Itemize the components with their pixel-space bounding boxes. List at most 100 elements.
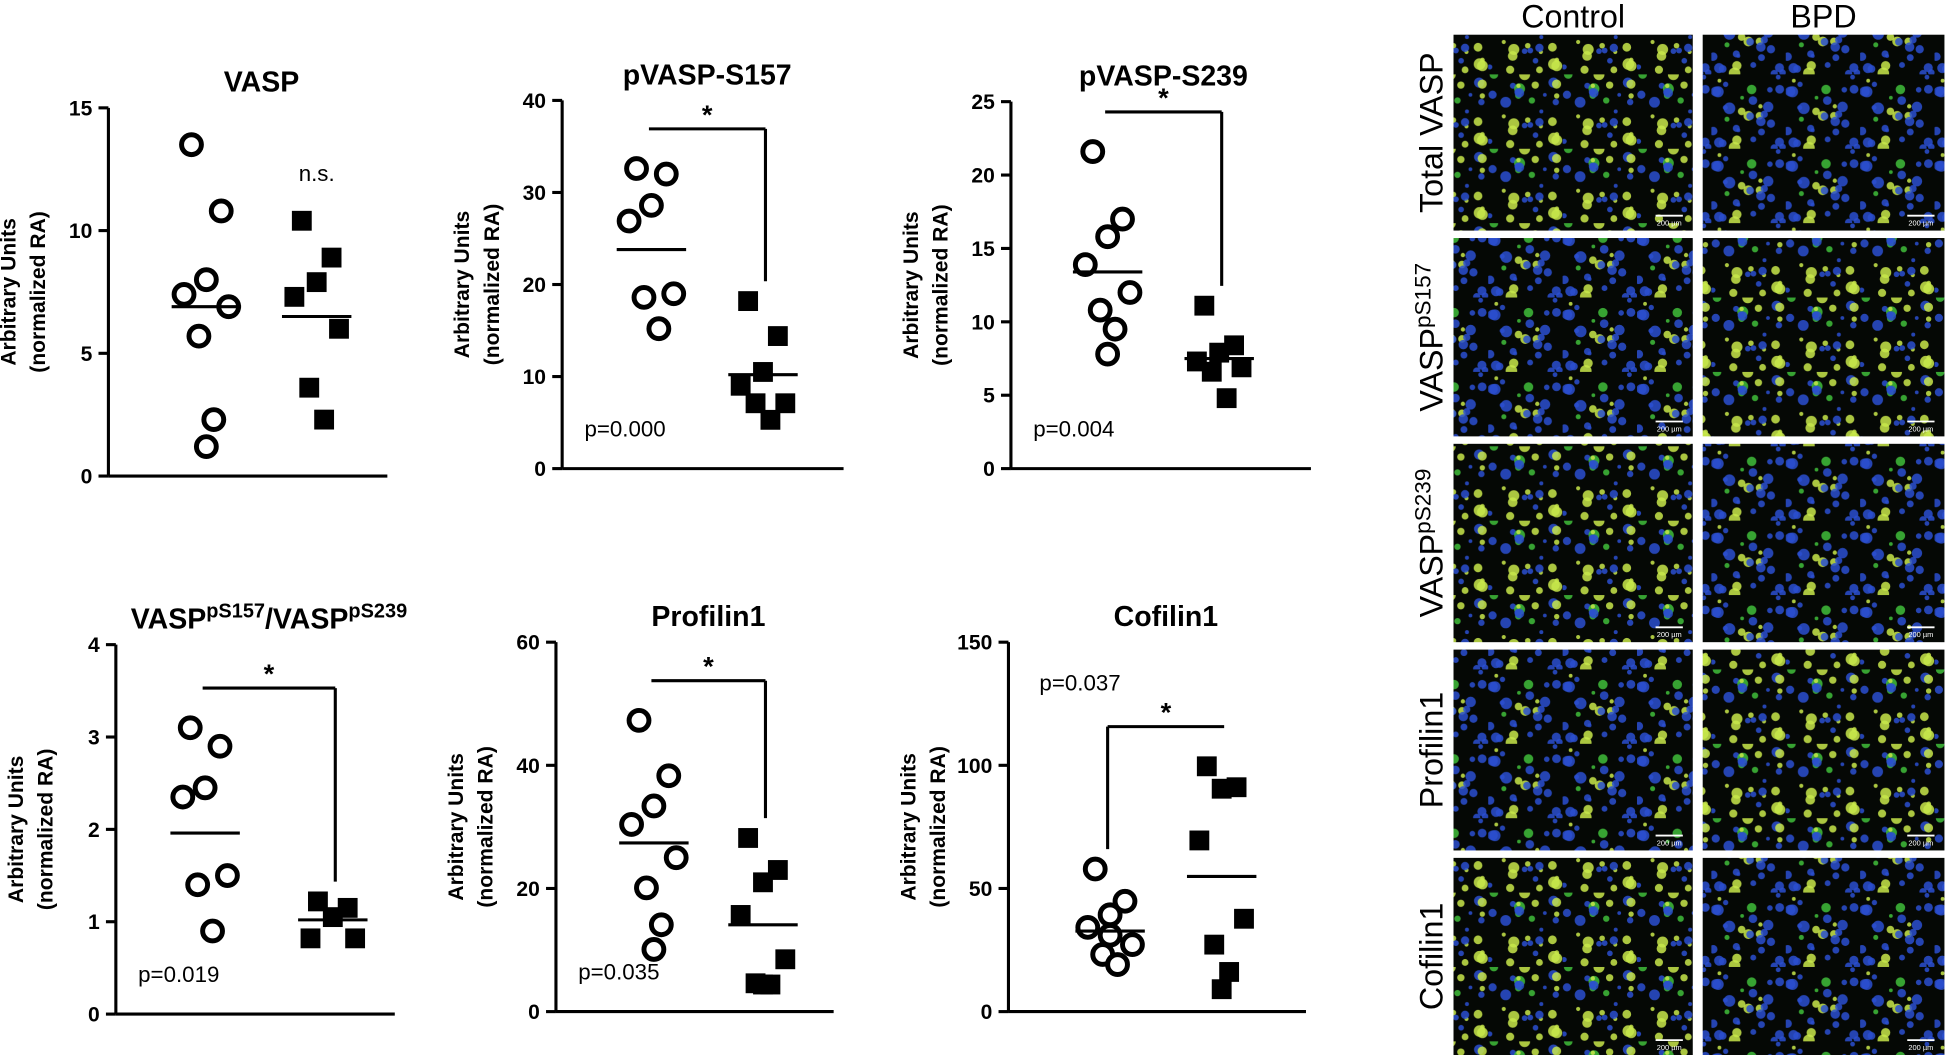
scale-bar-label: 200 µm: [1908, 424, 1933, 433]
data-point: [314, 409, 335, 430]
p-value: p=0.000: [584, 416, 665, 441]
y-tick-label: 40: [516, 755, 539, 778]
data-point: [284, 286, 305, 307]
y-tick-label: 10: [69, 220, 92, 243]
p-value: p=0.019: [138, 962, 219, 987]
data-point: [656, 763, 682, 789]
y-tick-label: 0: [983, 458, 995, 481]
y-tick-label: 1: [88, 911, 100, 934]
data-point: [634, 875, 659, 901]
data-point: [1120, 932, 1145, 958]
data-point: [730, 905, 751, 925]
y-axis-label: Arbitrary Units: [5, 756, 28, 903]
y-axis-label: (normalized RA): [475, 746, 498, 908]
text-segment: pVASP-S239: [1079, 61, 1248, 93]
y-tick-label: 10: [971, 311, 994, 334]
micrograph: [1702, 857, 1945, 1055]
data-point: [1186, 351, 1207, 372]
y-tick-label: 30: [523, 182, 546, 205]
text-segment: VASP: [131, 604, 207, 636]
y-tick-label: 4: [88, 634, 100, 657]
micrograph: [1453, 34, 1693, 231]
data-point: [753, 872, 773, 893]
micrograph: [1702, 34, 1945, 231]
data-point: [753, 974, 773, 995]
data-point: [299, 377, 320, 398]
y-axis-label: Arbitrary Units: [451, 211, 474, 358]
y-tick-label: 0: [81, 465, 93, 488]
row-label: Cofilin1: [1413, 903, 1449, 1010]
data-point: [1231, 357, 1252, 378]
data-point: [1097, 922, 1123, 948]
y-tick-label: 0: [981, 1001, 993, 1024]
data-point: [306, 272, 327, 293]
micrograph: [1702, 649, 1945, 851]
data-point: [1095, 341, 1121, 367]
data-point: [775, 949, 796, 970]
text-segment: VASP: [1413, 534, 1449, 618]
data-point: [753, 362, 773, 382]
scale-bar-label: 200 µm: [1657, 838, 1682, 847]
y-tick-label: 20: [971, 164, 994, 187]
data-point: [626, 707, 652, 733]
y-axis-label: Arbitrary Units: [0, 218, 20, 365]
data-point: [193, 434, 219, 459]
text-segment: VASP: [1413, 328, 1449, 412]
scale-bar-label: 200 µm: [1657, 219, 1682, 228]
data-point: [322, 907, 343, 928]
data-point: [1189, 830, 1210, 851]
data-point: [646, 316, 672, 342]
data-point: [641, 793, 667, 819]
column-label: BPD: [1790, 0, 1856, 34]
text-segment: VASP: [224, 67, 299, 99]
data-point: [1102, 316, 1128, 342]
y-tick-label: 50: [969, 878, 992, 901]
data-point: [1087, 297, 1113, 323]
text-segment: Cofilin1: [1114, 601, 1219, 633]
data-point: [321, 247, 342, 268]
data-point: [171, 282, 197, 307]
data-point: [1234, 908, 1254, 929]
y-tick-label: 15: [971, 238, 995, 261]
data-point: [619, 812, 644, 837]
data-point: [1110, 206, 1135, 232]
superscript: pS239: [348, 601, 407, 623]
data-point: [624, 156, 649, 181]
text-segment: Profilin1: [1413, 692, 1449, 808]
data-point: [1201, 361, 1222, 382]
data-point: [177, 715, 203, 741]
data-point: [1075, 914, 1101, 940]
scale-bar-label: 200 µm: [1908, 1043, 1933, 1052]
data-point: [1196, 756, 1217, 777]
y-tick-label: 15: [69, 97, 93, 120]
data-point: [730, 375, 751, 396]
data-point: [345, 928, 366, 949]
data-point: [185, 872, 211, 898]
text-segment: Profilin1: [651, 601, 765, 633]
data-point: [170, 784, 196, 810]
text-segment: pVASP-S157: [623, 59, 792, 91]
data-point: [186, 323, 212, 349]
y-axis-label: (normalized RA): [930, 204, 953, 365]
data-point: [1194, 295, 1215, 316]
y-axis-label: Arbitrary Units: [897, 753, 920, 900]
data-point: [329, 318, 349, 339]
scale-bar-label: 200 µm: [1908, 630, 1933, 639]
y-tick-label: 0: [88, 1004, 100, 1027]
data-point: [208, 198, 234, 224]
row-label: VASPpS239: [1410, 469, 1450, 618]
data-point: [760, 409, 781, 430]
y-axis-label: (normalized RA): [27, 211, 50, 373]
significance: *: [702, 99, 713, 130]
row-label: Total VASP: [1413, 52, 1449, 213]
micrograph: [1453, 238, 1693, 437]
chart-title: Cofilin1: [1114, 601, 1219, 633]
scale-bar-label: 200 µm: [1908, 838, 1933, 847]
data-point: [738, 291, 759, 312]
y-tick-label: 60: [516, 632, 539, 655]
micrograph: [1453, 443, 1693, 643]
row-label: VASPpS157: [1410, 263, 1450, 412]
data-point: [653, 161, 679, 187]
data-point: [767, 326, 788, 346]
